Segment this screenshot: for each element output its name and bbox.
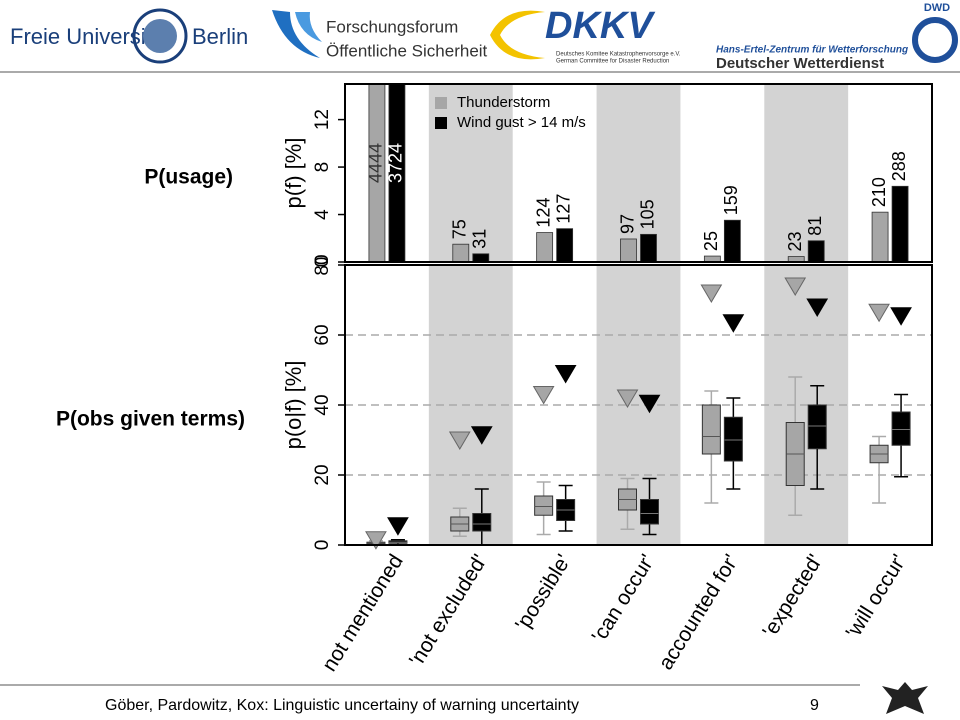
plot-frame (344, 264, 933, 546)
estimate-marker (784, 277, 807, 296)
logo-text: DKKV (545, 5, 655, 47)
count-label: 97 (617, 214, 637, 234)
estimate-marker (806, 298, 829, 317)
y-tick-label: 20 (312, 464, 333, 485)
box (640, 499, 659, 525)
panel-label: P(usage) (144, 166, 233, 189)
count-label: 210 (869, 177, 889, 207)
bar (871, 211, 889, 262)
box (807, 404, 827, 450)
footer-text: Göber, Pardowitz, Kox: Linguistic uncert… (105, 697, 579, 714)
bar (640, 233, 657, 262)
estimate-marker (470, 426, 493, 445)
box (723, 416, 743, 462)
x-tick-label: 'not excluded' (405, 550, 492, 670)
logo-text: Forschungsforum (326, 17, 458, 36)
estimate-marker (532, 386, 555, 405)
logo-swoosh (272, 10, 320, 58)
y-tick-label: 40 (312, 394, 333, 415)
logo-text: DWD (924, 2, 950, 14)
bar (703, 255, 721, 262)
page-number: 9 (810, 697, 819, 714)
logo-text: Öffentliche Sicherheit (326, 41, 488, 60)
bar (472, 253, 490, 262)
estimate-marker (365, 531, 387, 550)
count-label: 159 (721, 185, 741, 215)
estimate-marker (890, 307, 912, 326)
y-tick-label: 4 (312, 209, 333, 220)
y-tick-label: 8 (312, 162, 333, 173)
count-label: 75 (450, 219, 470, 239)
bar (620, 238, 637, 262)
y-tick-label: 80 (312, 254, 333, 275)
logo-text: Berlin (192, 24, 248, 49)
bar (536, 232, 554, 262)
bars (368, 84, 909, 262)
legend-swatch (435, 97, 447, 109)
y-tick-label: 0 (312, 257, 333, 268)
estimate-marker (554, 365, 577, 384)
x-tick-label: 'expected' (758, 550, 827, 641)
count-label: 127 (553, 194, 573, 224)
estimate-marker (616, 389, 639, 408)
x-tick-label: not mentioned (318, 550, 408, 675)
logo-text: Deutscher Wetterdienst (716, 55, 884, 72)
box (701, 404, 721, 455)
estimate-marker (700, 284, 723, 303)
estimate-marker (868, 303, 890, 323)
y-tick-label: 0 (312, 540, 333, 551)
count-label: 3724 (386, 143, 406, 183)
seal (143, 19, 177, 53)
count-label: 23 (785, 232, 805, 252)
plot-frame (344, 83, 933, 263)
count-label: 31 (470, 229, 490, 249)
seal (132, 8, 188, 64)
x-tick-label: 'will occur' (841, 550, 911, 642)
header: Freie Universität Berlin Forschungsforum… (0, 2, 960, 73)
box (472, 513, 492, 532)
bar (452, 243, 470, 262)
count-label: 4444 (366, 143, 386, 183)
estimate-marker (387, 517, 409, 536)
x-labels: not mentioned'not excluded' 'possible''ca… (318, 550, 911, 675)
bar (807, 240, 825, 262)
y-axis-label: p(f) [%] (281, 138, 306, 209)
shaded-band (764, 84, 849, 262)
panel-label: P(obs given terms) (56, 408, 245, 431)
x-tick-label: 'possible' (511, 550, 576, 634)
box (891, 411, 911, 446)
y-tick-label: 12 (312, 109, 333, 130)
box (534, 495, 554, 516)
logo-text: German Committee for Disaster Reduction (556, 59, 669, 65)
bar (723, 219, 741, 262)
count-label: 124 (533, 198, 553, 228)
count-label: 288 (889, 151, 909, 181)
bar (368, 84, 386, 262)
estimate-marker (638, 394, 661, 414)
y-tick-label: 60 (312, 324, 333, 345)
shaded-band (596, 84, 681, 262)
shaded-band (428, 84, 513, 262)
logo-text: Deutsches Komitee Katastrophenvorsorge e… (556, 52, 681, 58)
count-label: 81 (805, 216, 825, 236)
logo-text: Hans-Ertel-Zentrum für Wetterforschung (716, 45, 908, 56)
count-label: 105 (637, 199, 657, 229)
charts: 0 4 8 12 p(f) [%] 4444 75 124 97 25 23 210 3724 31 127… (281, 83, 933, 675)
legend-label: Wind gust > 14 m/s (457, 114, 586, 131)
legend-label: Thunderstorm (457, 94, 550, 111)
logo-swoosh (295, 12, 322, 42)
estimate-marker (448, 431, 471, 450)
eagle-icon (882, 682, 928, 714)
x-tick-label: 'can occur' (587, 550, 659, 646)
logo-circle (912, 17, 958, 63)
estimate-marker (722, 314, 745, 333)
logo-swirl (490, 10, 545, 60)
y-axis-label: p(o|f) [%] (281, 361, 306, 450)
count-label: 25 (701, 231, 721, 251)
bar (891, 185, 909, 262)
legend-swatch (435, 117, 447, 129)
bar (388, 84, 406, 262)
bar (556, 228, 574, 262)
